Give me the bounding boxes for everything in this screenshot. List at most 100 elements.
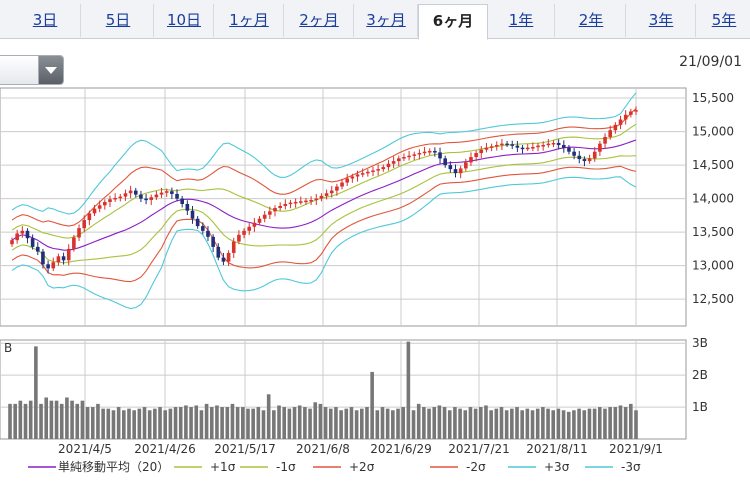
volume-bar — [178, 407, 183, 439]
volume-bar — [556, 408, 561, 439]
candle-body — [77, 228, 81, 238]
dropdown-button[interactable] — [38, 56, 63, 84]
volume-bar — [111, 410, 116, 439]
x-tick-label: 2021/4/26 — [134, 442, 196, 456]
volume-bar — [339, 410, 343, 439]
candle-body — [242, 230, 246, 235]
candle-body — [469, 157, 473, 163]
volume-bar — [194, 405, 199, 439]
candle-body — [298, 201, 303, 203]
tab-3[interactable]: 1ヶ月 — [215, 4, 284, 37]
volume-bar — [323, 407, 328, 439]
volume-bar — [334, 407, 338, 439]
tab-0[interactable]: 3日 — [10, 4, 81, 37]
candle-body — [556, 142, 561, 145]
candle-body — [443, 158, 447, 166]
candle-body — [25, 230, 30, 239]
candle-body — [371, 170, 375, 172]
tab-4[interactable]: 2ヶ月 — [285, 4, 354, 37]
x-tick-label: 2021/7/21 — [448, 442, 510, 456]
candle-body — [257, 218, 262, 223]
volume-bar — [127, 408, 131, 439]
candle-body — [458, 168, 463, 174]
candle-body — [350, 176, 355, 179]
price-tick-label: 13,500 — [692, 225, 734, 239]
volume-bar — [116, 407, 121, 439]
candle-body — [536, 145, 540, 148]
candle-body — [335, 186, 339, 191]
volume-bar — [504, 410, 509, 439]
candle-body — [340, 182, 344, 187]
volume-bar — [235, 407, 240, 439]
candle-body — [221, 257, 226, 262]
volume-bar — [90, 407, 95, 439]
volume-bar — [453, 407, 457, 439]
tab-2[interactable]: 10日 — [155, 4, 214, 37]
candle-body — [51, 262, 56, 269]
volume-bar — [153, 408, 157, 439]
volume-bar — [163, 410, 168, 439]
candle-body — [500, 143, 504, 146]
candle-body — [608, 130, 613, 137]
tab-10[interactable]: 5年 — [697, 4, 750, 37]
chevron-down-icon — [45, 67, 57, 74]
volume-tick-label: 1B — [692, 400, 708, 414]
tab-5[interactable]: 3ヶ月 — [355, 4, 418, 37]
candle-body — [30, 238, 35, 247]
x-tick-label: 2021/8/11 — [526, 442, 588, 456]
volume-tick-label: 3B — [692, 336, 708, 350]
candle-body — [226, 252, 231, 262]
tab-8[interactable]: 2年 — [557, 4, 626, 37]
tab-1[interactable]: 5日 — [83, 4, 154, 37]
x-tick-label: 2021/5/17 — [214, 442, 276, 456]
x-tick-label: 2021/4/5 — [58, 442, 112, 456]
volume-bar — [65, 397, 69, 439]
candle-body — [484, 147, 489, 150]
volume-bar — [613, 407, 618, 439]
candle-body — [562, 144, 566, 148]
volume-bar — [272, 410, 276, 439]
volume-bar — [634, 410, 638, 439]
volume-bar — [561, 410, 566, 439]
price-tick-label: 14,500 — [692, 158, 734, 172]
volume-bar — [225, 407, 230, 439]
volume-bar — [8, 403, 12, 439]
tab-7[interactable]: 1年 — [488, 4, 555, 37]
volume-bar — [535, 408, 540, 439]
volume-bar — [484, 405, 488, 439]
candle-body — [82, 220, 86, 229]
candle-body — [46, 264, 50, 269]
candle-body — [551, 142, 556, 145]
tab-6[interactable]: 6ヶ月 — [418, 4, 488, 40]
volume-bar — [618, 405, 623, 439]
candle-body — [20, 230, 25, 234]
volume-bar — [489, 410, 493, 439]
candle-body — [87, 213, 92, 221]
volume-bar — [437, 405, 442, 439]
tab-9[interactable]: 3年 — [627, 4, 696, 37]
candle-body — [376, 169, 380, 171]
volume-bar — [365, 407, 369, 439]
volume-bar — [256, 407, 261, 439]
band-minus3-line — [11, 176, 637, 310]
candle-body — [407, 155, 411, 158]
price-tick-label: 14,000 — [692, 192, 734, 206]
candle-body — [546, 143, 551, 146]
candle-body — [195, 218, 200, 227]
legend-label: -1σ — [276, 460, 296, 474]
volume-bar — [473, 408, 478, 439]
candle-body — [293, 201, 298, 204]
candle-body — [381, 167, 386, 170]
candle-body — [474, 153, 478, 158]
candle-body — [427, 151, 432, 153]
band-plus1-line — [11, 123, 637, 239]
candle-body — [237, 234, 241, 242]
volume-bar — [204, 403, 209, 439]
indicator-select[interactable] — [0, 55, 64, 85]
volume-bar — [251, 408, 255, 439]
candle-body — [108, 199, 112, 202]
candle-body — [314, 198, 319, 201]
volume-bar — [173, 407, 178, 439]
candle-body — [231, 241, 236, 253]
band-plus2-line — [11, 108, 637, 227]
